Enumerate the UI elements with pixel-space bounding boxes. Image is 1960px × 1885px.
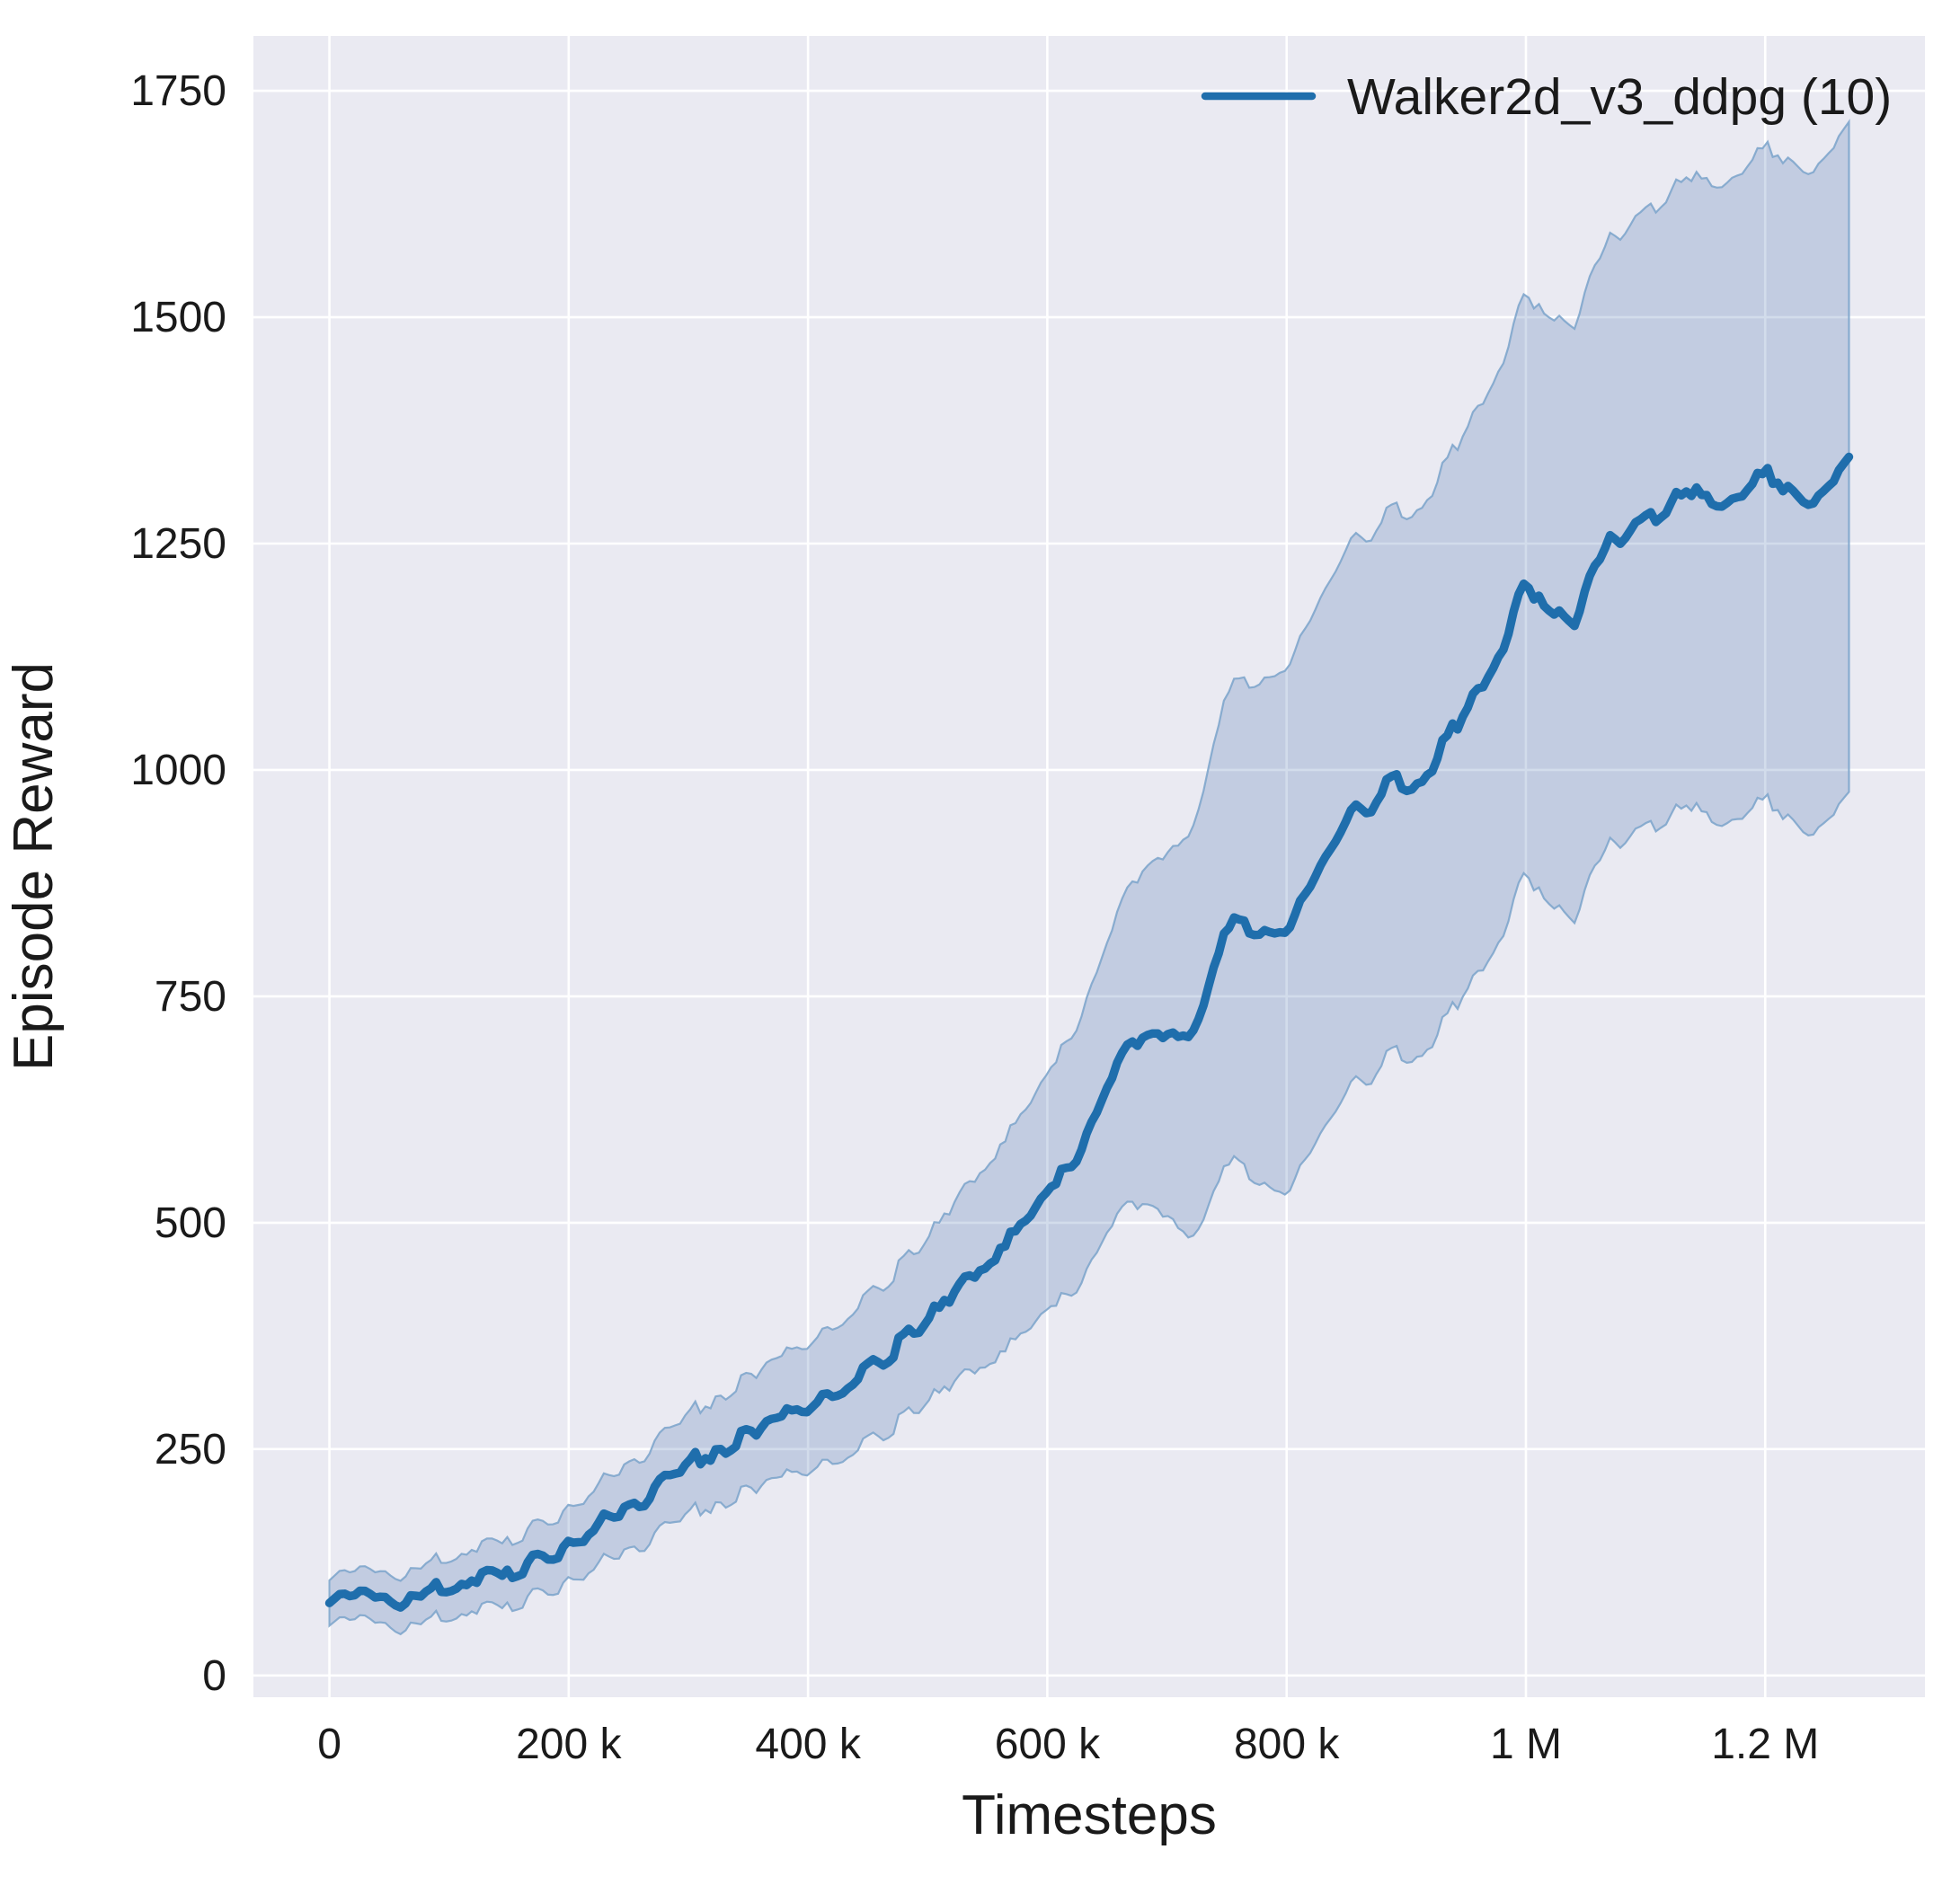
svg-text:600 k: 600 k — [995, 1721, 1101, 1768]
svg-text:1 M: 1 M — [1490, 1721, 1562, 1768]
svg-text:500: 500 — [155, 1199, 226, 1247]
svg-text:Episode Reward: Episode Reward — [3, 662, 65, 1071]
svg-text:200 k: 200 k — [516, 1721, 622, 1768]
svg-text:400 k: 400 k — [755, 1721, 861, 1768]
svg-text:Timesteps: Timesteps — [962, 1784, 1217, 1846]
svg-text:1500: 1500 — [130, 294, 226, 341]
svg-text:250: 250 — [155, 1426, 226, 1473]
svg-text:0: 0 — [317, 1721, 341, 1768]
svg-text:1.2 M: 1.2 M — [1711, 1721, 1819, 1768]
svg-text:1250: 1250 — [130, 520, 226, 568]
svg-text:Walker2d_v3_ddpg (10): Walker2d_v3_ddpg (10) — [1347, 68, 1892, 126]
svg-text:800 k: 800 k — [1234, 1721, 1340, 1768]
svg-text:0: 0 — [202, 1652, 226, 1700]
svg-text:1000: 1000 — [130, 747, 226, 794]
svg-text:750: 750 — [155, 973, 226, 1021]
svg-text:1750: 1750 — [130, 67, 226, 115]
